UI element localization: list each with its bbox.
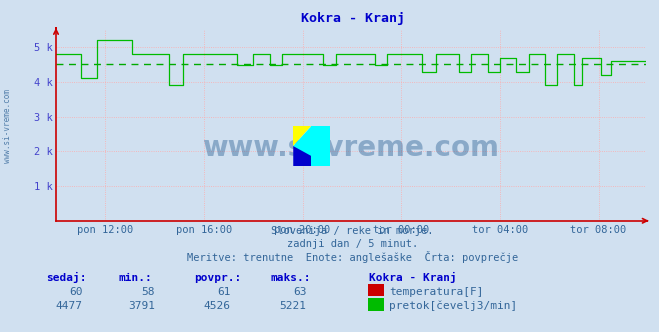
Text: 58: 58 (142, 287, 155, 297)
Polygon shape (293, 146, 330, 166)
Text: zadnji dan / 5 minut.: zadnji dan / 5 minut. (287, 239, 418, 249)
Text: 4477: 4477 (55, 301, 82, 311)
Text: 61: 61 (217, 287, 231, 297)
Text: 4526: 4526 (204, 301, 231, 311)
Text: Kokra - Kranj: Kokra - Kranj (301, 12, 405, 25)
Text: Slovenija / reke in morje.: Slovenija / reke in morje. (272, 226, 434, 236)
Text: sedaj:: sedaj: (46, 272, 86, 283)
Polygon shape (293, 126, 330, 166)
Text: 60: 60 (69, 287, 82, 297)
Text: www.si-vreme.com: www.si-vreme.com (202, 134, 500, 162)
Text: temperatura[F]: temperatura[F] (389, 287, 483, 297)
Text: pretok[čevelj3/min]: pretok[čevelj3/min] (389, 301, 517, 311)
Text: Kokra - Kranj: Kokra - Kranj (369, 272, 457, 283)
Text: povpr.:: povpr.: (194, 273, 242, 283)
Text: 63: 63 (293, 287, 306, 297)
Text: www.si-vreme.com: www.si-vreme.com (3, 89, 13, 163)
Text: 3791: 3791 (128, 301, 155, 311)
Text: Meritve: trenutne  Enote: anglešaške  Črta: povprečje: Meritve: trenutne Enote: anglešaške Črta… (187, 251, 518, 263)
Polygon shape (312, 126, 330, 166)
Text: maks.:: maks.: (270, 273, 310, 283)
Text: 5221: 5221 (279, 301, 306, 311)
Polygon shape (293, 126, 312, 146)
Text: min.:: min.: (119, 273, 152, 283)
